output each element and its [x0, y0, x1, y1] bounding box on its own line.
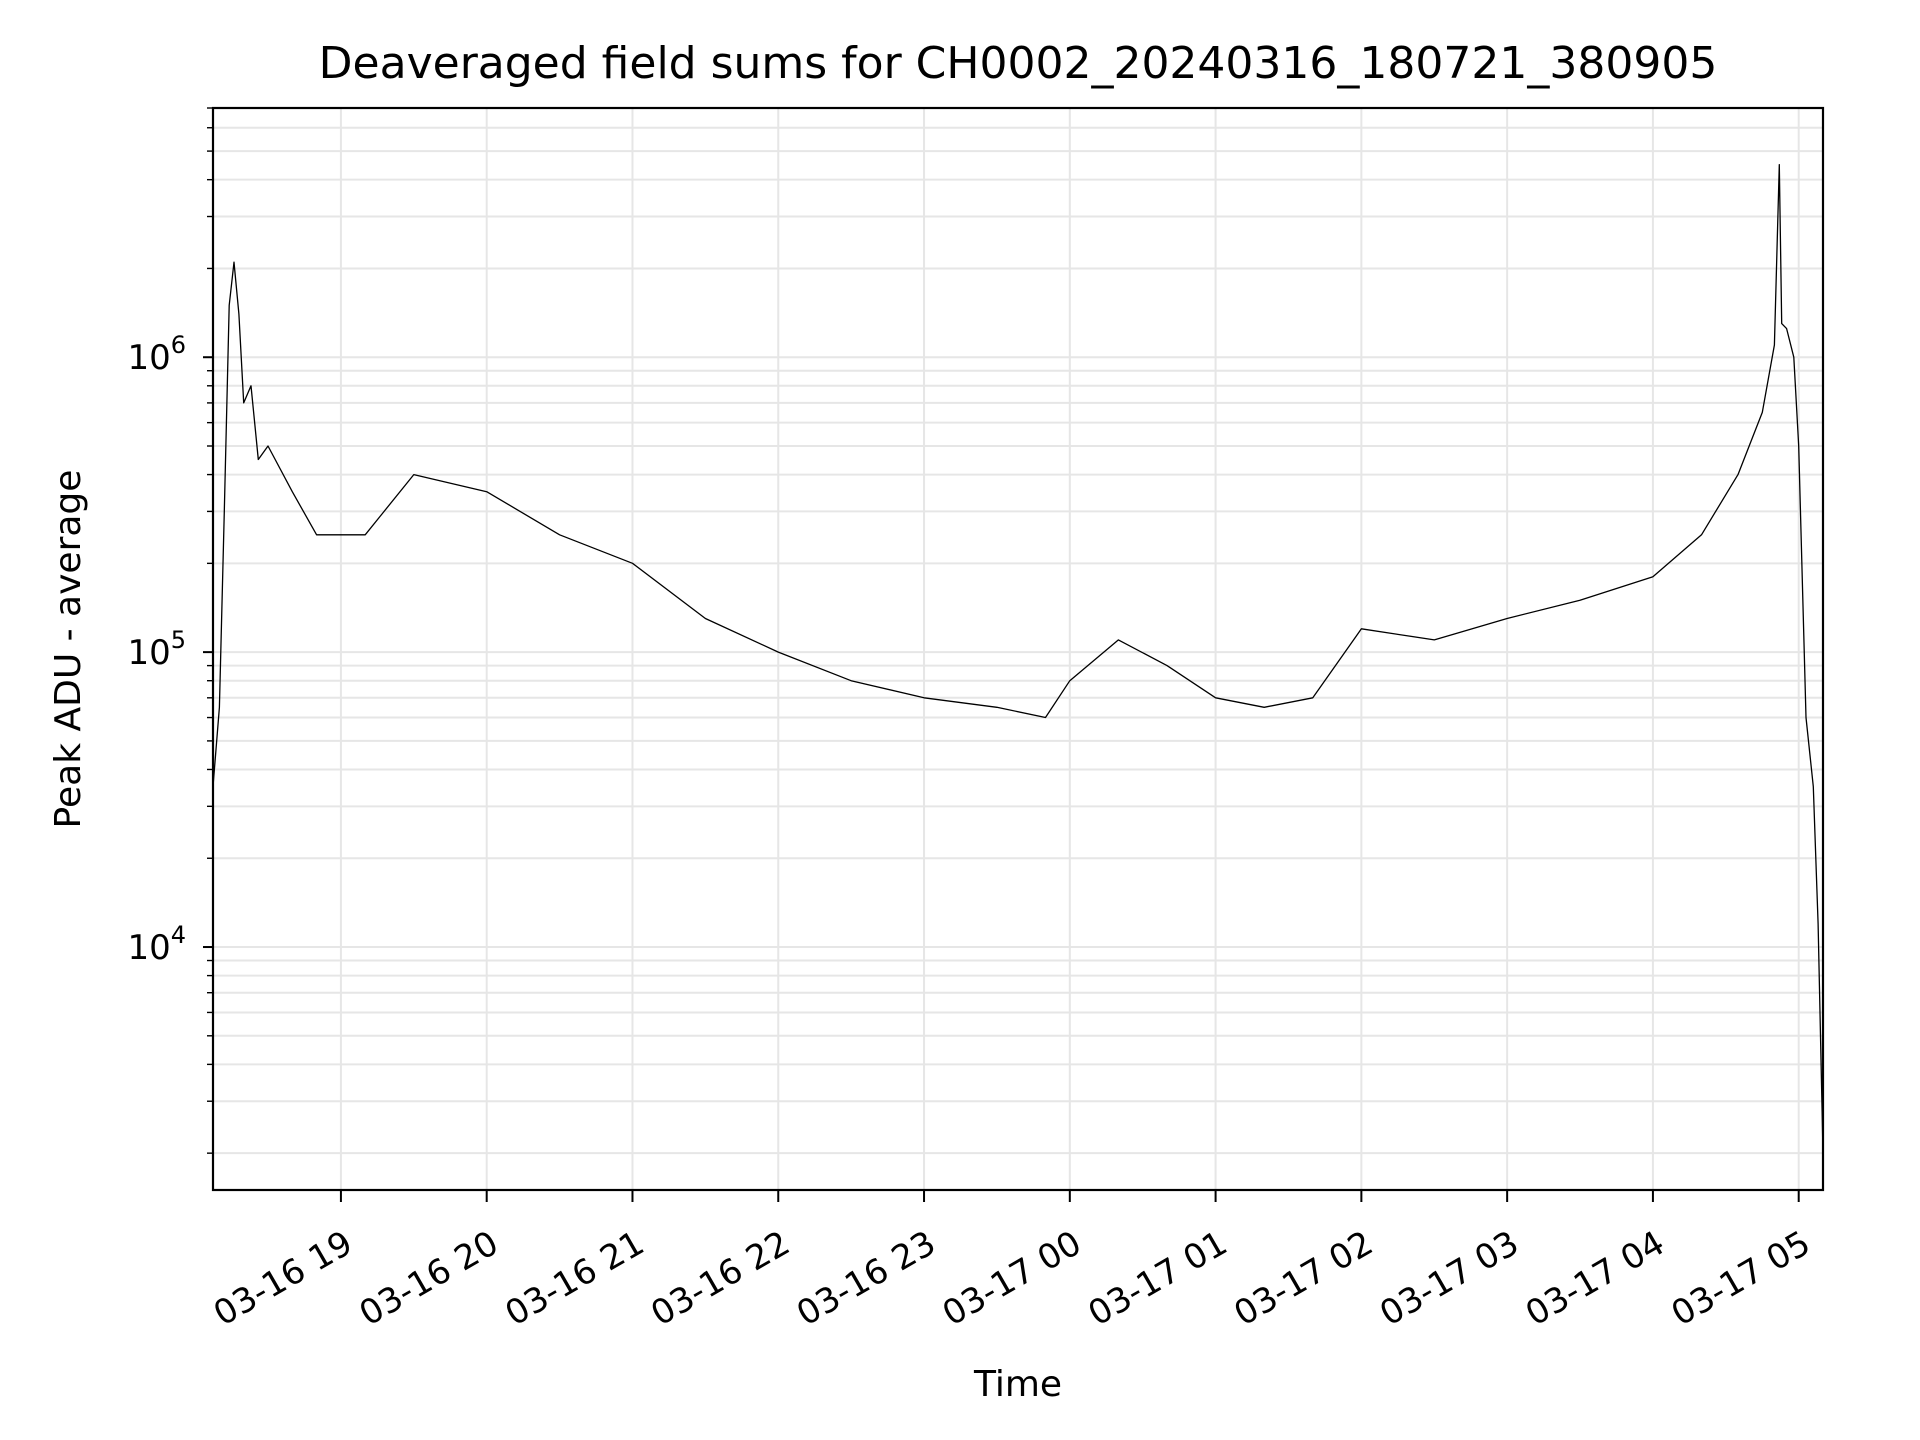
series-line [212, 163, 1824, 1154]
y-tick-label: 104 [127, 921, 186, 968]
y-axis: 104 105 106 [127, 107, 213, 1154]
x-tick-label: 03-17 00 [936, 1223, 1088, 1334]
x-tick-label: 03-17 02 [1227, 1223, 1379, 1334]
y-tick-label: 106 [127, 331, 186, 378]
x-tick-label: 03-17 03 [1373, 1223, 1525, 1334]
series-layer [212, 163, 1824, 1154]
y-tick-label: 105 [127, 626, 186, 673]
grid [213, 107, 1823, 1190]
x-tick-label: 03-17 04 [1519, 1223, 1671, 1334]
x-axis-label: Time [973, 1364, 1062, 1405]
x-tick-label: 03-16 23 [790, 1223, 942, 1334]
x-tick-label: 03-17 01 [1082, 1223, 1234, 1334]
x-tick-label: 03-16 22 [644, 1223, 796, 1334]
x-tick-label: 03-17 05 [1665, 1223, 1817, 1334]
x-tick-label: 03-16 19 [207, 1223, 359, 1334]
chart-title: Deaveraged field sums for CH0002_2024031… [319, 38, 1718, 89]
plot-frame [211, 106, 1825, 1192]
x-tick-label: 03-16 20 [353, 1223, 505, 1334]
x-tick-label: 03-16 21 [499, 1223, 651, 1334]
y-axis-label: Peak ADU - average [48, 470, 89, 829]
